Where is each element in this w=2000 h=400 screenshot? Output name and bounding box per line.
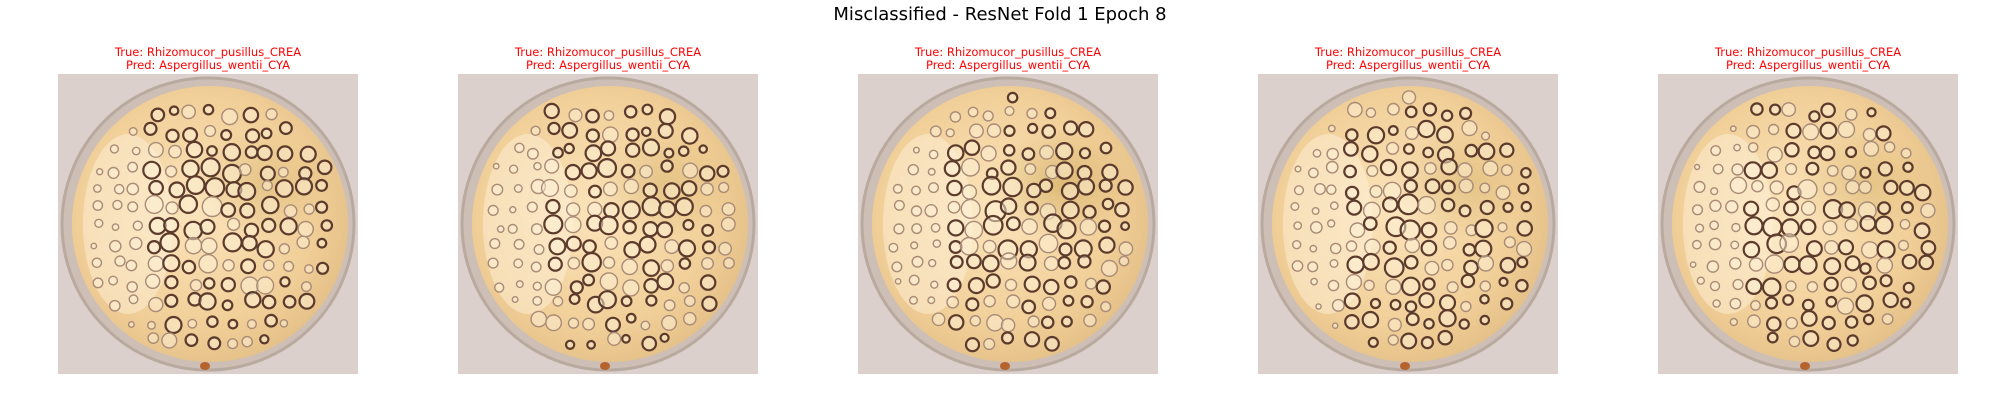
figure-title: Misclassified - ResNet Fold 1 Epoch 8 (833, 4, 1167, 25)
true-label: True: Rhizomucor_pusillus_CREA (914, 45, 1102, 59)
panel-caption: True: Rhizomucor_pusillus_CREA Pred: Asp… (1258, 46, 1558, 74)
petri-dish-svg (1658, 74, 1958, 374)
panel-1: True: Rhizomucor_pusillus_CREA Pred: Asp… (58, 46, 358, 374)
true-label: True: Rhizomucor_pusillus_CREA (114, 45, 302, 59)
panel-2: True: Rhizomucor_pusillus_CREA Pred: Asp… (458, 46, 758, 374)
petri-dish-image (1658, 74, 1958, 374)
true-label: True: Rhizomucor_pusillus_CREA (1314, 45, 1502, 59)
true-label: True: Rhizomucor_pusillus_CREA (1714, 45, 1902, 59)
panel-5: True: Rhizomucor_pusillus_CREA Pred: Asp… (1658, 46, 1958, 374)
petri-dish-svg (458, 74, 758, 374)
petri-dish-image (1258, 74, 1558, 374)
pred-label: Pred: Aspergillus_wentii_CYA (525, 58, 691, 72)
pred-label: Pred: Aspergillus_wentii_CYA (925, 58, 1091, 72)
petri-dish-svg (58, 74, 358, 374)
petri-dish-image (858, 74, 1158, 374)
petri-dish-svg (1258, 74, 1558, 374)
true-label: True: Rhizomucor_pusillus_CREA (514, 45, 702, 59)
panel-4: True: Rhizomucor_pusillus_CREA Pred: Asp… (1258, 46, 1558, 374)
panel-caption: True: Rhizomucor_pusillus_CREA Pred: Asp… (1658, 46, 1958, 74)
pred-label: Pred: Aspergillus_wentii_CYA (1325, 58, 1491, 72)
panel-3: True: Rhizomucor_pusillus_CREA Pred: Asp… (858, 46, 1158, 374)
petri-dish-svg (858, 74, 1158, 374)
petri-dish-image (58, 74, 358, 374)
petri-dish-image (458, 74, 758, 374)
panel-caption: True: Rhizomucor_pusillus_CREA Pred: Asp… (58, 46, 358, 74)
panel-caption: True: Rhizomucor_pusillus_CREA Pred: Asp… (458, 46, 758, 74)
pred-label: Pred: Aspergillus_wentii_CYA (1725, 58, 1891, 72)
pred-label: Pred: Aspergillus_wentii_CYA (125, 58, 291, 72)
panel-caption: True: Rhizomucor_pusillus_CREA Pred: Asp… (858, 46, 1158, 74)
